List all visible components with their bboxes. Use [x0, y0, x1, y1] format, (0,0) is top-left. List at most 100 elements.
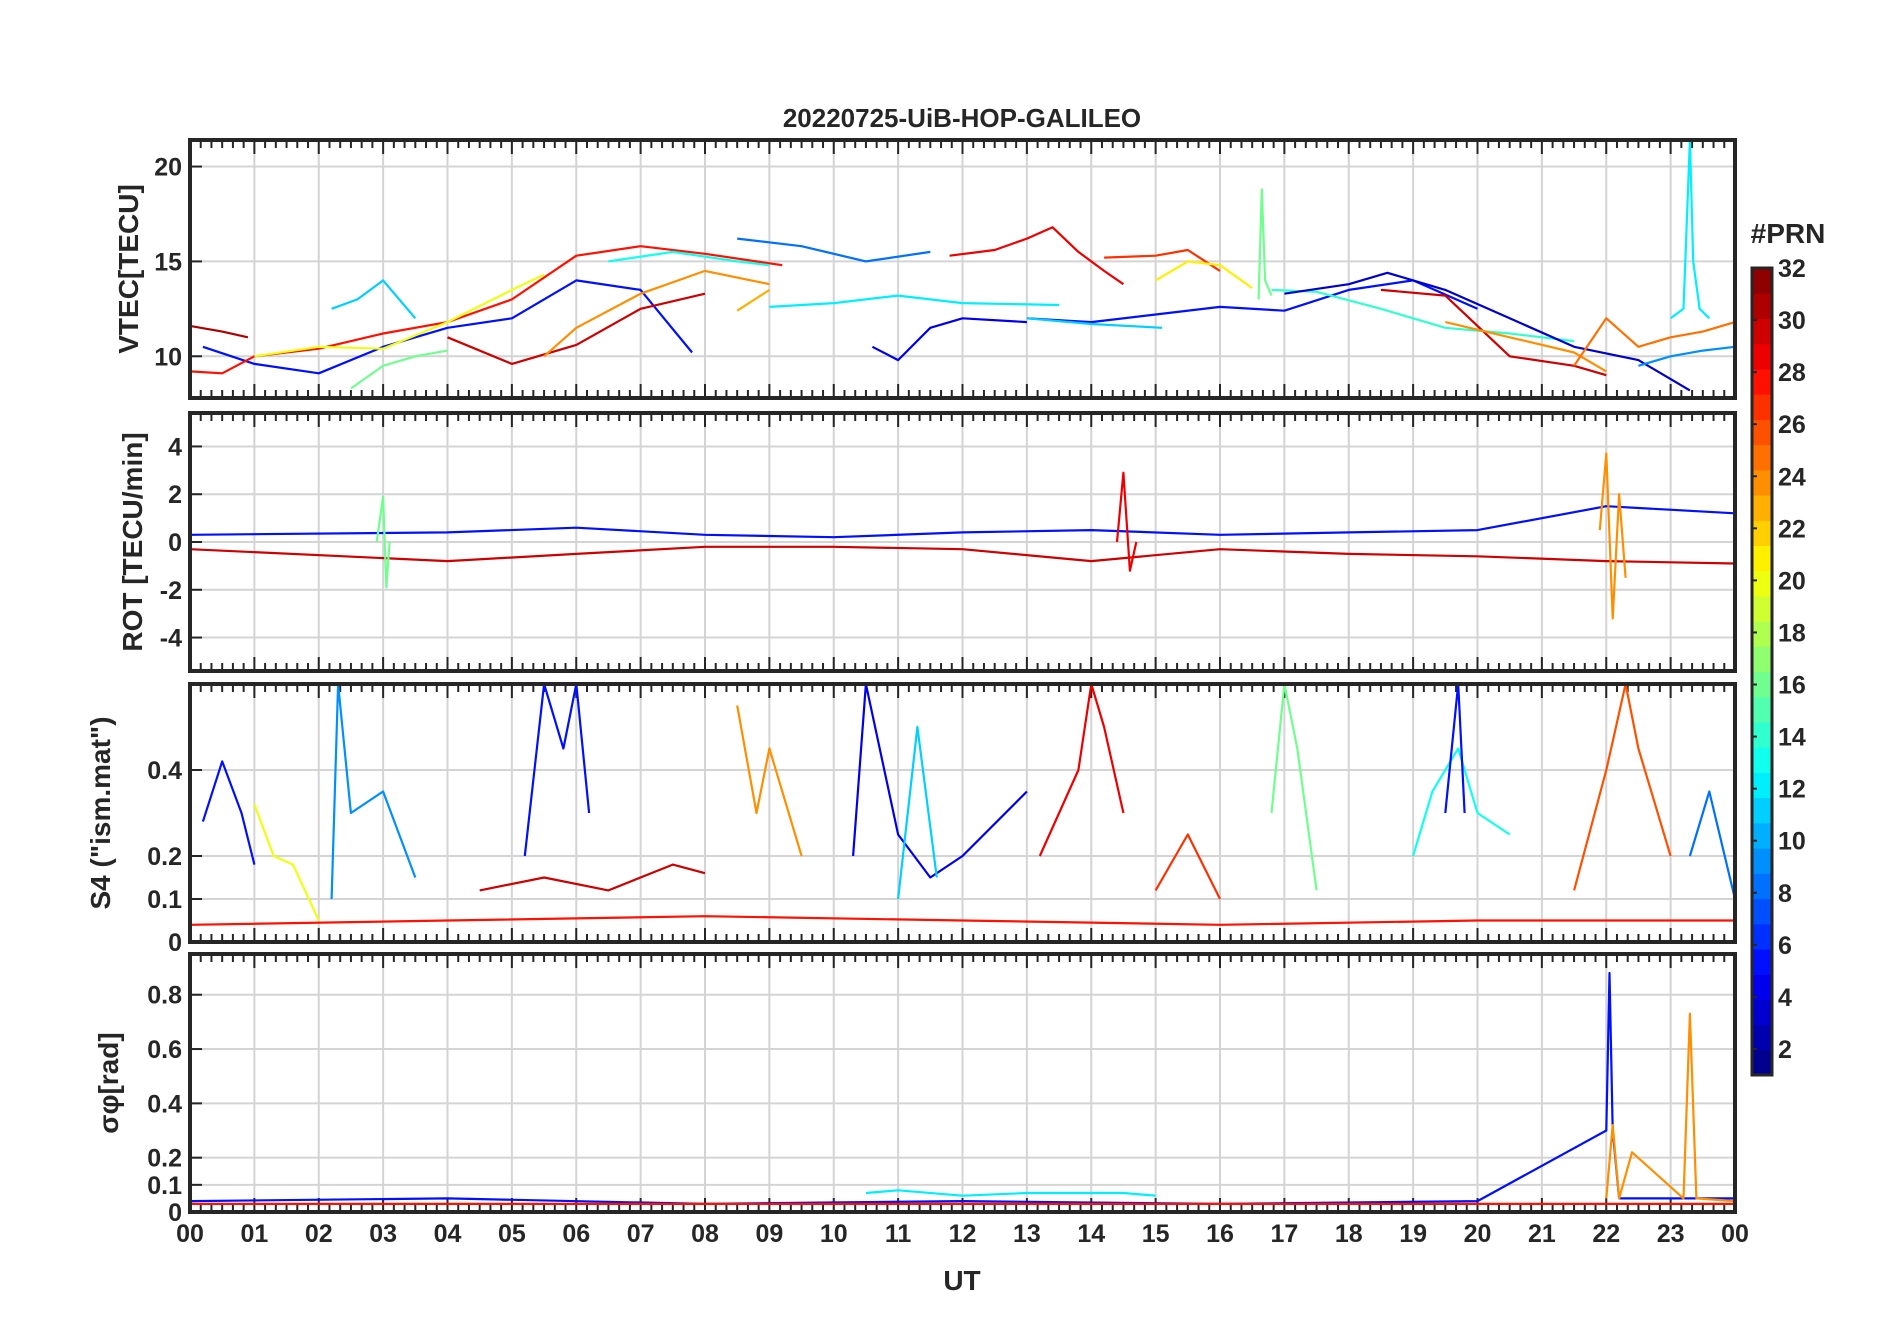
series-line-prn-3 — [1284, 271, 1691, 392]
colorbar-segment — [1752, 999, 1772, 1026]
series-line-prn-13 — [608, 250, 770, 267]
colorbar-segment — [1752, 974, 1772, 1000]
series-line-prn-11 — [1026, 317, 1163, 329]
series-line-prn-5 — [1444, 684, 1466, 814]
x-tick-labels: 00 01 02 03 04 05 06 07 08 09 10 11 12 13 14 15 16 17 18 19… — [176, 1220, 1749, 1248]
panel-s4-frame — [188, 682, 1737, 944]
x-axis-label: UT — [943, 1265, 980, 1296]
series-line-prn-20 — [253, 804, 320, 921]
series-line-prn-20 — [254, 273, 545, 358]
series-line-prn-29 — [1038, 684, 1125, 857]
y-tick-label: 0.4 — [147, 757, 182, 785]
series-line-prn-9 — [330, 684, 417, 900]
y-tick-label: 4 — [168, 433, 182, 461]
colorbar-tick-label: 16 — [1778, 672, 1806, 700]
y-tick-label: 15 — [154, 248, 182, 276]
series-line-prn-21 — [1155, 260, 1253, 289]
panel-s4-y-ticks: 0 0.1 0.2 0.4 — [147, 757, 202, 957]
colorbar-segment — [1752, 1049, 1772, 1076]
x-tick-label: 14 — [1077, 1220, 1105, 1248]
panel-s4: 0 0.1 0.2 0.4 S4 ("ism.mat") — [85, 682, 1737, 957]
series-line-prn-25 — [1573, 317, 1735, 367]
series-line-prn-24 — [1445, 321, 1607, 373]
panel-vtec-grid — [189, 140, 1736, 398]
x-tick-label: 08 — [691, 1220, 719, 1248]
x-tick-label: 15 — [1142, 1220, 1170, 1248]
series-line-prn-24 — [736, 705, 803, 857]
panel-rot-y-ticks: -4 -2 0 2 4 — [160, 433, 202, 653]
colorbar-segment — [1752, 848, 1772, 874]
series-line-prn-16 — [375, 495, 391, 589]
x-tick-label: 21 — [1528, 1220, 1556, 1248]
colorbar-segment — [1752, 898, 1772, 925]
series-line-prn-23 — [736, 288, 770, 312]
panel-vtec-frame — [188, 138, 1737, 400]
colorbar-segment — [1752, 595, 1772, 622]
series-line-prn-9 — [1638, 345, 1735, 367]
panel-sigma-frame — [188, 952, 1737, 1214]
colorbar-segment — [1752, 469, 1772, 496]
panel-sigma-ylabel: σφ[rad] — [93, 1032, 124, 1133]
y-tick-label: 0.4 — [147, 1090, 182, 1118]
x-tick-label: 10 — [820, 1220, 848, 1248]
colorbar-segment — [1752, 520, 1772, 547]
series-line-prn-16 — [350, 349, 448, 390]
colorbar-tick-label: 14 — [1778, 724, 1806, 752]
colorbar-segment — [1752, 293, 1772, 320]
y-tick-label: 0.8 — [147, 982, 182, 1010]
series-line-prn-27 — [1154, 833, 1221, 900]
colorbar-title: #PRN — [1751, 218, 1826, 249]
colorbar-tick-label: 18 — [1778, 619, 1806, 647]
colorbar-tick-label: 24 — [1778, 463, 1806, 491]
colorbar-frame — [1750, 266, 1774, 1077]
panel-sigma-series — [190, 971, 1735, 1206]
colorbar-segment — [1752, 419, 1772, 446]
colorbar-tick-label: 8 — [1778, 880, 1792, 908]
series-line-prn-8 — [737, 237, 931, 263]
colorbar-tick-label: 26 — [1778, 411, 1806, 439]
colorbar-tick-label: 20 — [1778, 567, 1806, 595]
colorbar-segment — [1752, 671, 1772, 698]
colorbar-tick-label: 22 — [1778, 515, 1806, 543]
y-tick-label: -4 — [160, 625, 182, 653]
colorbar-segment — [1752, 343, 1772, 370]
colorbar-segment — [1752, 797, 1772, 824]
colorbar-segment — [1752, 621, 1772, 647]
series-line-prn-28 — [190, 915, 1735, 926]
series-line-prn-5 — [523, 684, 591, 857]
series-line-prn-29 — [1115, 471, 1138, 572]
y-tick-label: 0 — [168, 1199, 182, 1227]
x-tick-label: 09 — [755, 1220, 783, 1248]
x-tick-label: 20 — [1464, 1220, 1492, 1248]
colorbar-segment — [1752, 822, 1772, 849]
series-line-prn-31 — [190, 324, 249, 339]
series-line-prn-14 — [1271, 288, 1575, 343]
y-tick-label: 0.6 — [147, 1036, 182, 1064]
colorbar-segment — [1752, 368, 1772, 395]
panel-rot: -4 -2 0 2 4 ROT [TECU/min] — [117, 411, 1737, 673]
series-line-prn-5 — [202, 279, 693, 375]
series-line-prn-16 — [1257, 188, 1273, 300]
series-line-prn-12 — [1669, 140, 1711, 320]
colorbar-tick-label: 10 — [1778, 828, 1806, 856]
series-line-prn-5 — [201, 760, 256, 865]
colorbar-tick-label: 6 — [1778, 932, 1792, 960]
colorbar-segment — [1752, 772, 1772, 799]
colorbar-segment — [1752, 318, 1772, 345]
colorbar-tick-label: 30 — [1778, 307, 1806, 335]
series-line-prn-30 — [190, 545, 1735, 565]
series-line-prn-24 — [543, 269, 770, 358]
panel-sigma-y-ticks: 00.10.2 0.4 0.6 0.8 — [147, 982, 202, 1227]
series-line-prn-16 — [1270, 684, 1318, 891]
x-tick-label: 13 — [1013, 1220, 1041, 1248]
colorbar-segment — [1752, 747, 1772, 773]
x-tick-label: 04 — [434, 1220, 462, 1248]
colorbar-segment — [1752, 721, 1772, 748]
panel-rot-series — [190, 452, 1735, 620]
x-tick-label: 02 — [305, 1220, 333, 1248]
y-tick-label: 2 — [168, 481, 182, 509]
x-tick-label: 12 — [949, 1220, 977, 1248]
series-line-prn-26 — [1573, 684, 1672, 891]
